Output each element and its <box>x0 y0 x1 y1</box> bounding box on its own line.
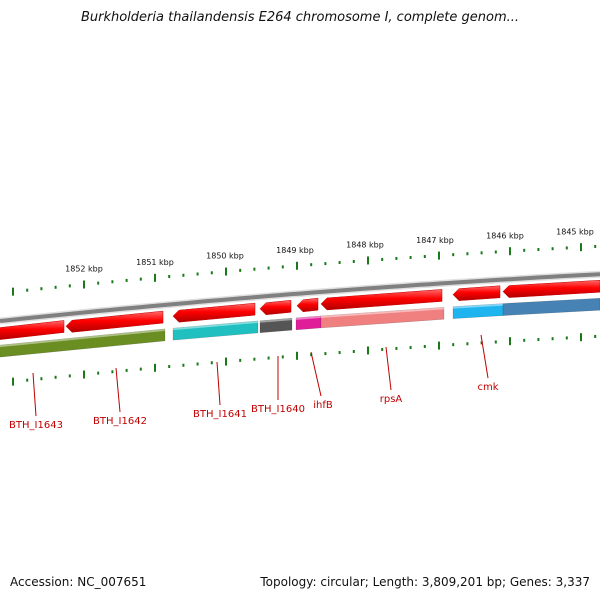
label-leader <box>310 351 322 397</box>
scale-tick-label: 1849 kbp <box>276 246 314 255</box>
gene-highlight <box>172 320 259 331</box>
cds-arrow <box>452 285 501 301</box>
scale-tick-label: 1852 kbp <box>65 264 103 273</box>
scale-tick-label: 1848 kbp <box>346 241 384 250</box>
gene-block-extra <box>502 297 600 316</box>
map-title: Burkholderia thailandensis E264 chromoso… <box>80 10 520 25</box>
genome-summary-text: Topology: circular; Length: 3,809,201 bp… <box>260 575 590 589</box>
scale-tick-label: 1846 kbp <box>486 231 524 240</box>
gene-label: BTH_I1640 <box>251 404 305 415</box>
cds-track <box>0 279 600 340</box>
label-leader <box>115 367 121 413</box>
gene-highlight <box>452 303 504 309</box>
gene-block <box>259 317 293 334</box>
cds-arrow <box>65 310 164 333</box>
gene-block <box>172 320 259 341</box>
gene-block <box>295 315 322 331</box>
backbone-ring <box>0 270 600 325</box>
gene-label: ihfB <box>313 400 333 411</box>
scale-tick-label: 1847 kbp <box>416 236 454 245</box>
cds-arrow <box>502 279 600 298</box>
label-leader <box>32 372 37 417</box>
label-leader <box>385 346 392 391</box>
backbone-line <box>0 272 600 323</box>
label-leader <box>480 334 489 379</box>
cds-arrow <box>296 297 319 313</box>
inner-tick-ring <box>12 333 597 386</box>
gene-highlight <box>320 307 445 318</box>
scale-tick-label: 1850 kbp <box>206 252 244 261</box>
gene-block <box>320 306 445 329</box>
cds-arrow <box>0 320 65 340</box>
cds-arrow <box>259 299 292 316</box>
gene-highlight <box>0 328 166 348</box>
label-leader <box>216 361 221 406</box>
gene-labels: BTH_I1643 BTH_I1642 BTH_I1641 BTH_I1640 ihfB… <box>9 334 499 431</box>
accession-text: Accession: NC_007651 <box>10 575 147 589</box>
scale-tick-label: 1851 kbp <box>136 258 174 267</box>
gene-label: BTH_I1641 <box>193 409 247 420</box>
gene-label: rpsA <box>380 394 403 405</box>
cds-arrow <box>320 289 443 311</box>
gene-label: BTH_I1643 <box>9 420 63 431</box>
outer-tick-ring <box>12 243 597 296</box>
gene-highlight <box>259 318 293 323</box>
cds-arrow <box>172 302 256 323</box>
gene-track <box>0 297 600 358</box>
scale-labels: 1852 kbp 1851 kbp 1850 kbp 1849 kbp 1848 kbp… <box>65 228 594 274</box>
scale-tick-label: 1845 kbp <box>556 228 594 237</box>
gene-block <box>0 328 166 358</box>
gene-label: cmk <box>477 382 498 393</box>
gene-label: BTH_I1642 <box>93 416 147 427</box>
gene-highlight <box>295 315 322 320</box>
